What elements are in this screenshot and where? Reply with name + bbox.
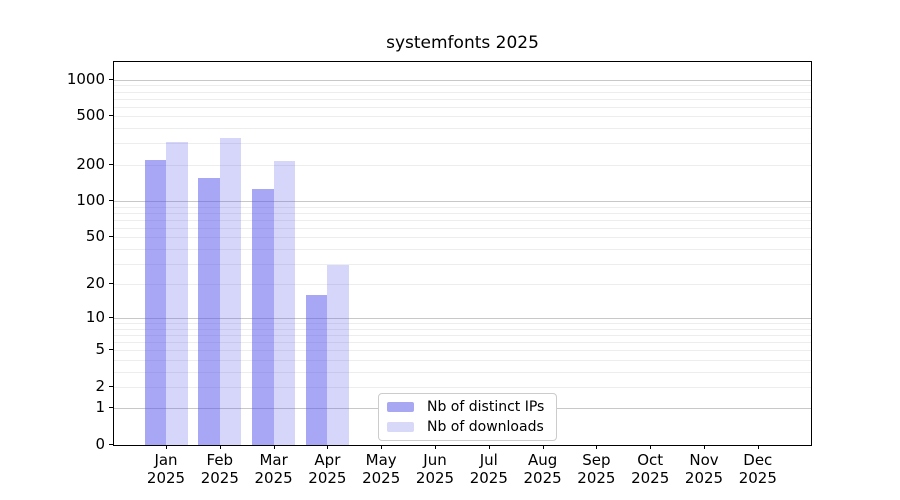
x-tick-mark (166, 445, 167, 449)
minor-gridline (114, 284, 811, 286)
y-tick-mark (109, 78, 113, 80)
legend-item-downloads: Nb of downloads (387, 419, 544, 435)
minor-gridline (114, 91, 811, 93)
bar-downloads-mar (273, 160, 296, 445)
x-tick-mark (435, 445, 436, 449)
minor-gridline (114, 98, 811, 100)
y-tick-mark (109, 349, 113, 351)
y-tick-label: 20 (85, 274, 105, 293)
minor-gridline (114, 128, 811, 130)
bar-distinct-ips-apr (305, 295, 328, 445)
y-tick-mark (109, 163, 113, 165)
x-tick-mark (704, 445, 705, 449)
minor-gridline (114, 328, 811, 330)
major-gridline (114, 318, 811, 320)
y-tick-mark (109, 200, 113, 201)
y-tick-label: 10 (85, 308, 105, 327)
y-tick-label: 500 (76, 106, 105, 125)
downloads-swatch-icon (387, 422, 414, 432)
x-tick-mark (488, 445, 490, 449)
minor-gridline (114, 248, 811, 250)
x-tick-label-may: May 2025 (362, 451, 401, 487)
y-tick-label: 2 (95, 376, 105, 395)
minor-gridline (114, 359, 811, 361)
minor-gridline (114, 106, 811, 108)
minor-gridline (114, 342, 811, 344)
chart-title: systemfonts 2025 (386, 33, 539, 53)
y-tick-mark (109, 317, 113, 319)
x-tick-mark (273, 445, 275, 449)
x-tick-label-aug: Aug 2025 (523, 451, 562, 487)
x-tick-label-jan: Jan 2025 (146, 451, 186, 487)
y-tick-label: 0 (95, 435, 105, 453)
plot-area (113, 61, 812, 446)
minor-gridline (114, 237, 811, 239)
y-tick-label: 1 (95, 398, 105, 417)
x-tick-mark (542, 445, 544, 449)
x-tick-label-feb: Feb 2025 (200, 451, 239, 487)
legend-label-downloads: Nb of downloads (427, 419, 544, 435)
minor-gridline (114, 263, 811, 265)
x-tick-mark (650, 445, 652, 449)
major-gridline (114, 201, 811, 202)
minor-gridline (114, 335, 811, 337)
y-tick-label: 1000 (66, 69, 105, 88)
x-tick-label-mar: Mar 2025 (254, 451, 293, 487)
x-tick-label-oct: Oct 2025 (631, 451, 670, 487)
y-tick-mark (109, 115, 113, 117)
minor-gridline (114, 143, 811, 145)
bar-distinct-ips-jan (144, 159, 166, 445)
x-tick-mark (596, 445, 598, 449)
y-tick-mark (109, 444, 113, 445)
y-tick-mark (109, 407, 113, 409)
x-tick-mark (327, 445, 329, 449)
y-tick-mark (109, 385, 113, 387)
x-tick-label-jul: Jul 2025 (469, 451, 508, 487)
minor-gridline (114, 206, 811, 208)
y-tick-mark (109, 236, 113, 238)
minor-gridline (114, 212, 811, 214)
y-tick-label: 200 (76, 154, 105, 173)
x-tick-mark (757, 445, 759, 449)
minor-gridline (114, 85, 811, 87)
minor-gridline (114, 371, 811, 373)
x-tick-label-jun: Jun 2025 (415, 451, 455, 487)
minor-gridline (114, 350, 811, 352)
major-gridline (114, 79, 811, 81)
legend-item-distinct-ips: Nb of distinct IPs (387, 399, 544, 415)
distinct-ips-swatch-icon (387, 402, 414, 412)
bar-downloads-apr (327, 265, 349, 445)
x-tick-label-apr: Apr 2025 (308, 451, 347, 487)
minor-gridline (114, 164, 811, 166)
minor-gridline (114, 386, 811, 388)
minor-gridline (114, 219, 811, 221)
legend-label-distinct-ips: Nb of distinct IPs (427, 399, 545, 415)
y-tick-mark (109, 283, 113, 285)
minor-gridline (114, 116, 811, 118)
bar-downloads-jan (166, 142, 188, 445)
x-tick-label-dec: Dec 2025 (738, 451, 777, 487)
legend: Nb of distinct IPs Nb of downloads (378, 393, 558, 441)
bar-distinct-ips-mar (252, 189, 274, 445)
bar-downloads-feb (219, 138, 242, 445)
x-tick-mark (219, 445, 221, 449)
minor-gridline (114, 323, 811, 325)
x-tick-label-nov: Nov 2025 (684, 451, 724, 487)
minor-gridline (114, 227, 811, 229)
y-tick-label: 50 (85, 227, 105, 246)
y-tick-label: 5 (95, 340, 105, 359)
bar-distinct-ips-feb (198, 178, 220, 445)
y-tick-label: 100 (76, 191, 105, 209)
x-tick-mark (381, 445, 383, 449)
x-tick-label-sep: Sep 2025 (577, 451, 616, 487)
